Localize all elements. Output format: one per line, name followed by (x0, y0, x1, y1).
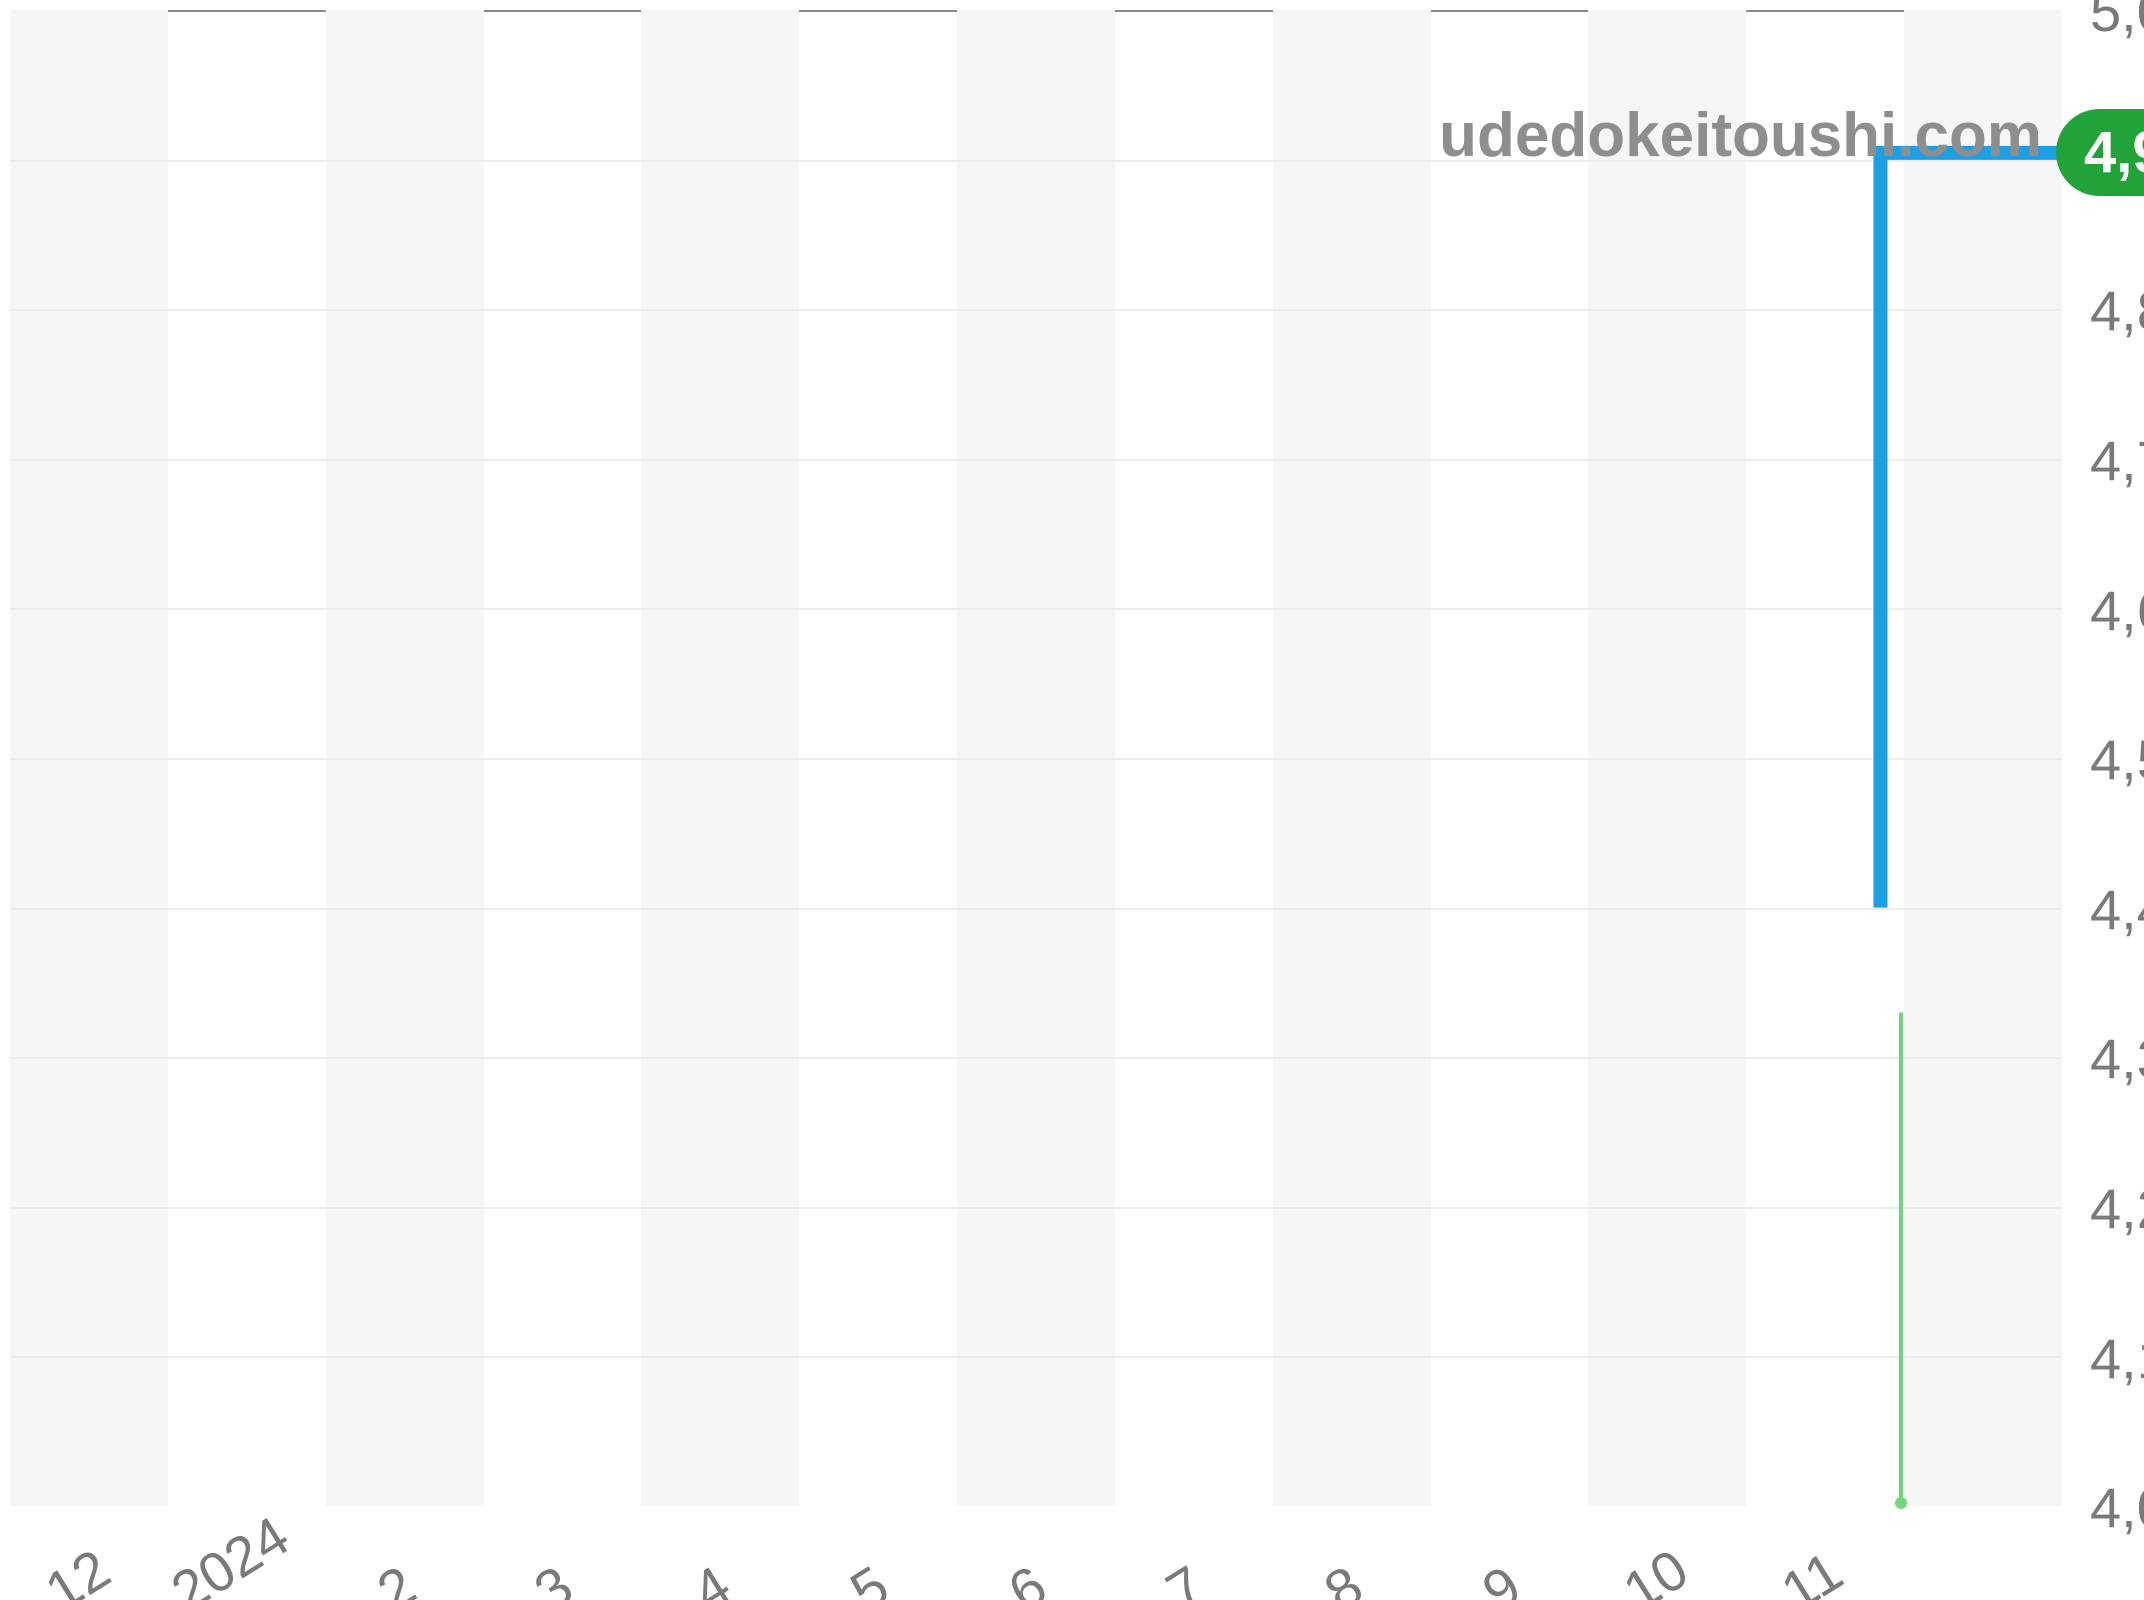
y-tick-label: 4,200,000 (2090, 1176, 2144, 1241)
price-line (1880, 153, 2062, 908)
y-tick-label: 4,600,000 (2090, 578, 2144, 643)
y-tick-label: 4,100,000 (2090, 1326, 2144, 1391)
current-value-badge: 4,904,500 (2056, 109, 2144, 196)
y-tick-label: 4,000,000 (2090, 1475, 2144, 1540)
y-tick-label: 4,400,000 (2090, 877, 2144, 942)
y-tick-label: 5,000,000 (2090, 0, 2144, 44)
range-dot (1895, 1497, 1907, 1509)
y-tick-label: 4,700,000 (2090, 428, 2144, 493)
y-tick-label: 4,300,000 (2090, 1026, 2144, 1091)
y-tick-label: 4,500,000 (2090, 727, 2144, 792)
series-overlay (0, 0, 2144, 1600)
y-tick-label: 4,800,000 (2090, 278, 2144, 343)
watermark-text: udedokeitoushi.com (1439, 100, 2042, 171)
price-chart: 4,000,000 4,100,000 4,200,000 4,300,000 4,40… (0, 0, 2144, 1600)
